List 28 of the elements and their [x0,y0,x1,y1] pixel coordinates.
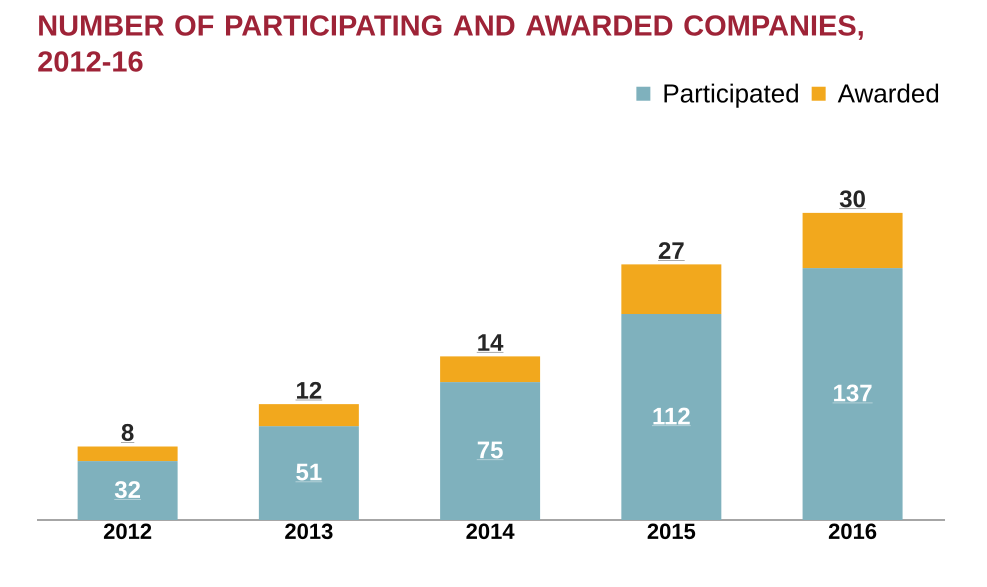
bar [78,446,178,462]
chart-title: NUMBER OF PARTICIPATING AND AWARDED COMPANIES, 2012-16 [38,15,863,72]
x-tick-label: 2016 [828,524,876,540]
x-tick-label: 2013 [285,524,333,540]
bar [621,314,722,520]
bar [440,382,540,520]
legend-label: Participated [664,84,798,108]
bar [258,426,359,520]
data-label: 51 [296,464,322,480]
data-label: 8 [122,424,134,441]
data-label: 27 [658,242,684,259]
bar [802,212,903,268]
bar [621,264,722,314]
bar [258,404,359,426]
bar [440,356,540,382]
legend-label: Awarded [838,84,938,103]
data-label: 112 [653,408,690,424]
bar [78,461,178,520]
data-label: 32 [114,481,140,498]
x-tick-label: 2015 [648,524,696,540]
x-tick-label: 2014 [466,524,514,540]
bar [802,268,903,520]
data-label: 12 [297,382,322,399]
data-label: 75 [478,442,503,458]
x-tick-label: 2012 [104,524,152,540]
data-label: 137 [834,384,872,402]
data-label: 30 [840,190,865,208]
data-label: 14 [478,334,504,351]
